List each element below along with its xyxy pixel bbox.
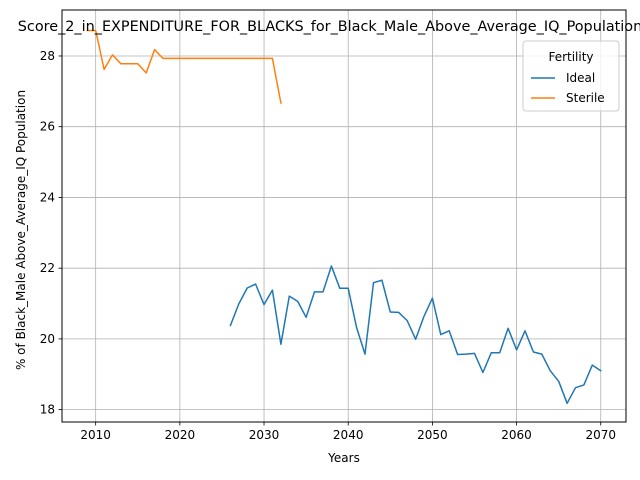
series-lines	[86, 29, 602, 405]
y-tick-label: 18	[40, 403, 55, 417]
grid-lines	[62, 10, 626, 422]
series-line-ideal	[229, 265, 602, 405]
y-tick-label: 28	[40, 49, 55, 63]
series-line-sterile	[86, 29, 282, 104]
legend-box	[522, 40, 620, 112]
y-tick-label: 26	[40, 120, 55, 134]
y-tick-label: 20	[40, 332, 55, 346]
chart-title: Score_2_in_EXPENDITURE_FOR_BLACKS_for_Bl…	[18, 19, 640, 35]
y-axis-ticks: 18 20 22 24 26 28	[40, 49, 62, 417]
x-tick-label: 2030	[249, 428, 280, 442]
x-axis-title: Years	[327, 451, 360, 465]
x-tick-label: 2060	[501, 428, 532, 442]
legend-label-ideal: Ideal	[566, 71, 595, 85]
x-tick-label: 2010	[80, 428, 111, 442]
x-tick-label: 2020	[165, 428, 196, 442]
y-axis-title: % of Black_Male Above_Average_IQ Populat…	[14, 90, 28, 370]
legend-label-sterile: Sterile	[566, 91, 605, 105]
plot-area-frame	[61, 9, 627, 423]
legend: Fertility Ideal Sterile	[522, 40, 620, 112]
x-axis-ticks: 2010 2020 2030 2040 2050 2060 2070	[80, 422, 616, 442]
y-tick-label: 22	[40, 261, 55, 275]
y-tick-label: 24	[40, 190, 55, 204]
x-tick-label: 2040	[333, 428, 364, 442]
x-tick-label: 2070	[585, 428, 616, 442]
legend-title: Fertility	[548, 50, 593, 64]
legend-entries: Ideal Sterile	[531, 71, 605, 105]
x-tick-label: 2050	[417, 428, 448, 442]
